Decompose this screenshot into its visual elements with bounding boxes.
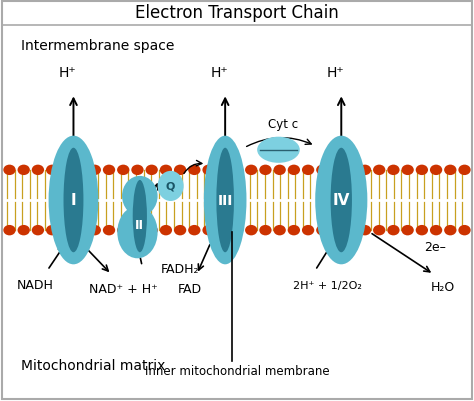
Circle shape — [288, 225, 300, 236]
Circle shape — [387, 225, 400, 236]
Text: FAD: FAD — [178, 283, 201, 296]
Ellipse shape — [204, 136, 246, 265]
Ellipse shape — [330, 148, 352, 253]
Text: IV: IV — [333, 193, 350, 208]
Circle shape — [146, 165, 158, 176]
Circle shape — [373, 225, 385, 236]
Circle shape — [273, 225, 286, 236]
Circle shape — [217, 225, 229, 236]
Circle shape — [259, 225, 272, 236]
Text: Inner mitochondrial membrane: Inner mitochondrial membrane — [145, 365, 329, 377]
Text: 2H⁺ + 1/2O₂: 2H⁺ + 1/2O₂ — [292, 281, 362, 291]
Circle shape — [316, 225, 328, 236]
Circle shape — [345, 165, 357, 176]
Ellipse shape — [315, 136, 367, 265]
Circle shape — [416, 225, 428, 236]
Circle shape — [359, 225, 371, 236]
Circle shape — [89, 225, 101, 236]
Circle shape — [89, 165, 101, 176]
Circle shape — [46, 225, 58, 236]
Text: H⁺: H⁺ — [58, 66, 76, 80]
Circle shape — [231, 165, 243, 176]
Text: III: III — [218, 194, 233, 207]
Text: Intermembrane space: Intermembrane space — [21, 39, 175, 53]
Circle shape — [302, 225, 314, 236]
Circle shape — [387, 165, 400, 176]
Text: Cyt c: Cyt c — [268, 117, 298, 130]
Ellipse shape — [64, 148, 83, 253]
Circle shape — [359, 165, 371, 176]
Circle shape — [444, 225, 456, 236]
Circle shape — [74, 165, 87, 176]
Text: Electron Transport Chain: Electron Transport Chain — [135, 4, 339, 22]
Text: H⁺: H⁺ — [326, 66, 344, 80]
Ellipse shape — [122, 176, 157, 217]
Circle shape — [273, 165, 286, 176]
Circle shape — [131, 165, 144, 176]
Text: Q: Q — [166, 182, 175, 191]
Circle shape — [416, 165, 428, 176]
Circle shape — [32, 165, 44, 176]
Circle shape — [103, 225, 115, 236]
Circle shape — [231, 225, 243, 236]
Ellipse shape — [117, 207, 157, 259]
Circle shape — [174, 225, 186, 236]
Circle shape — [259, 165, 272, 176]
Text: NAD⁺ + H⁺: NAD⁺ + H⁺ — [89, 283, 158, 296]
Circle shape — [74, 225, 87, 236]
Circle shape — [60, 165, 73, 176]
Circle shape — [202, 225, 215, 236]
Circle shape — [60, 225, 73, 236]
Text: H₂O: H₂O — [431, 281, 456, 294]
Circle shape — [46, 165, 58, 176]
Circle shape — [146, 225, 158, 236]
Circle shape — [373, 165, 385, 176]
Circle shape — [330, 165, 343, 176]
Text: II: II — [136, 218, 144, 231]
Ellipse shape — [257, 137, 300, 164]
Circle shape — [401, 225, 414, 236]
Circle shape — [345, 225, 357, 236]
Ellipse shape — [133, 180, 147, 253]
Circle shape — [302, 165, 314, 176]
Circle shape — [458, 225, 471, 236]
Circle shape — [401, 165, 414, 176]
Ellipse shape — [157, 172, 183, 201]
Circle shape — [160, 165, 172, 176]
Circle shape — [316, 165, 328, 176]
Circle shape — [245, 225, 257, 236]
Circle shape — [444, 165, 456, 176]
Text: FADH₂: FADH₂ — [161, 263, 200, 275]
Circle shape — [117, 165, 129, 176]
Circle shape — [160, 225, 172, 236]
Circle shape — [18, 225, 30, 236]
Circle shape — [202, 165, 215, 176]
Text: Mitochondrial matrix: Mitochondrial matrix — [21, 358, 166, 372]
Circle shape — [288, 165, 300, 176]
Circle shape — [117, 225, 129, 236]
Circle shape — [188, 165, 201, 176]
Ellipse shape — [216, 148, 234, 253]
Circle shape — [3, 225, 16, 236]
Circle shape — [3, 165, 16, 176]
Text: H⁺: H⁺ — [210, 66, 228, 80]
Circle shape — [458, 165, 471, 176]
Text: I: I — [71, 193, 76, 208]
Text: NADH: NADH — [17, 279, 54, 292]
Circle shape — [103, 165, 115, 176]
Ellipse shape — [48, 136, 99, 265]
Circle shape — [18, 165, 30, 176]
Circle shape — [330, 225, 343, 236]
Circle shape — [430, 225, 442, 236]
Circle shape — [245, 165, 257, 176]
Circle shape — [188, 225, 201, 236]
Text: 2e–: 2e– — [424, 240, 446, 253]
Circle shape — [131, 225, 144, 236]
Circle shape — [430, 165, 442, 176]
Circle shape — [174, 165, 186, 176]
Circle shape — [32, 225, 44, 236]
Circle shape — [217, 165, 229, 176]
